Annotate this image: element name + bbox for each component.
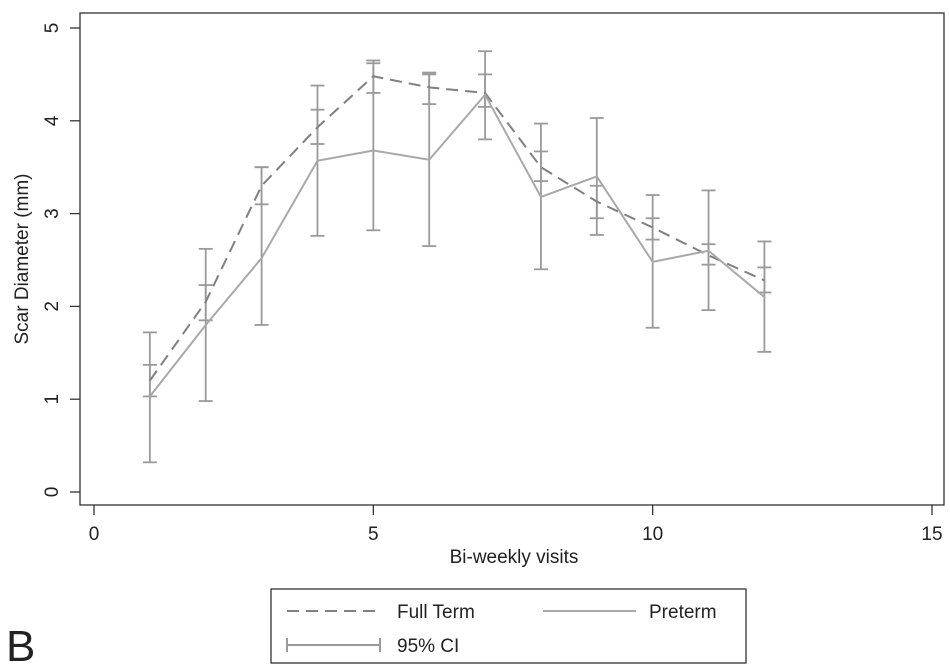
x-tick-label: 5 [368, 524, 379, 545]
panel-label: B [6, 622, 35, 671]
y-axis-title: Scar Diameter (mm) [12, 173, 33, 344]
x-tick-label: 0 [89, 524, 100, 545]
x-axis-title: Bi-weekly visits [450, 547, 579, 568]
y-tick-label: 1 [42, 394, 63, 405]
y-tick-label: 5 [42, 23, 63, 34]
x-tick-label: 15 [921, 524, 942, 545]
axes: 0 5 10 15 0 1 2 3 4 5 [42, 23, 943, 545]
full-term-line [149, 75, 765, 382]
y-tick-label: 3 [42, 208, 63, 219]
preterm-line [149, 93, 766, 398]
x-tick-label: 10 [642, 524, 663, 545]
legend: Full Term Preterm 95% CI [270, 588, 747, 664]
y-tick-label: 0 [42, 487, 63, 498]
y-tick-label: 2 [42, 301, 63, 312]
legend-preterm-label: Preterm [649, 602, 717, 623]
series-layer [149, 75, 766, 398]
legend-box [270, 588, 747, 664]
y-tick-label: 4 [42, 115, 63, 126]
plot-frame [79, 12, 945, 506]
legend-full-term-label: Full Term [397, 602, 475, 623]
ci-layer [142, 50, 772, 464]
legend-ci-label: 95% CI [397, 636, 459, 657]
